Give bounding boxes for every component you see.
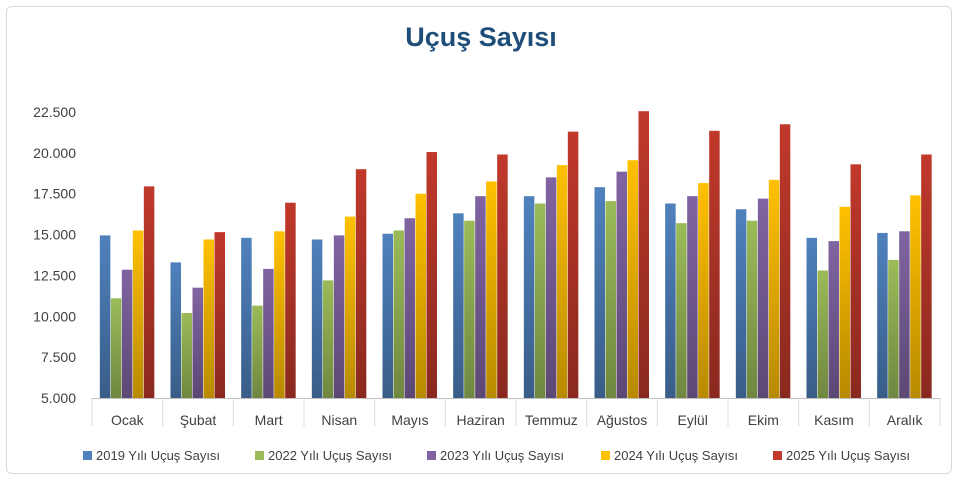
bar-şubat-2 bbox=[192, 287, 203, 398]
x-tick-label: Temmuz bbox=[525, 412, 578, 428]
bar-ocak-0 bbox=[99, 235, 111, 398]
bar-ağustos-1 bbox=[605, 201, 616, 398]
bar-nisan-2 bbox=[333, 235, 345, 398]
bars bbox=[99, 111, 932, 398]
bar-aralık-4 bbox=[921, 154, 932, 398]
bar-nisan-0 bbox=[311, 239, 323, 398]
legend-label: 2022 Yılı Uçuş Sayısı bbox=[268, 448, 392, 463]
x-tick-label: Kasım bbox=[814, 412, 854, 428]
y-tick-label: 5.000 bbox=[41, 390, 76, 406]
bar-mart-2 bbox=[263, 268, 274, 398]
bar-ekim-3 bbox=[768, 179, 780, 398]
bar-mayıs-1 bbox=[393, 230, 404, 398]
bar-temmuz-1 bbox=[534, 203, 546, 398]
bar-eylül-0 bbox=[665, 203, 676, 398]
bar-ağustos-3 bbox=[627, 160, 638, 398]
chart-title: Uçuş Sayısı bbox=[405, 22, 557, 52]
x-tick-label: Nisan bbox=[321, 412, 357, 428]
y-tick-label: 7.500 bbox=[41, 349, 76, 365]
y-axis: 5.000 7.500 10.000 12.500 15.000 17.500 20.000… bbox=[33, 104, 76, 406]
x-axis: Ocak Şubat Mart Nisan Mayıs Haziran Temmuz Ağus… bbox=[91, 398, 941, 428]
bar-ağustos-4 bbox=[638, 111, 649, 398]
legend: 2019 Yılı Uçuş Sayısı 2022 Yılı Uçuş Sayı… bbox=[83, 448, 910, 463]
chart-frame bbox=[6, 6, 952, 474]
bar-mart-4 bbox=[285, 202, 296, 398]
y-tick-label: 17.500 bbox=[33, 186, 76, 202]
x-tick-label: Mart bbox=[255, 412, 283, 428]
bar-şubat-4 bbox=[214, 232, 225, 398]
bar-ocak-4 bbox=[143, 186, 155, 398]
bar-kasım-4 bbox=[850, 164, 861, 398]
bar-ekim-4 bbox=[779, 124, 791, 398]
x-tick-label: Haziran bbox=[457, 412, 505, 428]
bar-nisan-1 bbox=[322, 280, 334, 398]
bar-haziran-2 bbox=[475, 196, 486, 398]
legend-swatch bbox=[601, 451, 610, 460]
legend-swatch bbox=[773, 451, 782, 460]
bar-haziran-0 bbox=[453, 213, 464, 398]
bar-ekim-0 bbox=[735, 209, 747, 398]
bar-kasım-0 bbox=[806, 237, 817, 398]
bar-şubat-1 bbox=[181, 313, 192, 398]
bar-eylül-3 bbox=[698, 183, 709, 398]
bar-haziran-3 bbox=[486, 181, 497, 398]
bar-temmuz-0 bbox=[523, 196, 535, 398]
bar-mart-0 bbox=[241, 237, 252, 398]
bar-nisan-4 bbox=[355, 169, 367, 398]
bar-mayıs-0 bbox=[382, 233, 393, 398]
bar-mayıs-3 bbox=[415, 193, 426, 398]
legend-label: 2025 Yılı Uçuş Sayısı bbox=[786, 448, 910, 463]
bar-ekim-1 bbox=[746, 220, 758, 398]
bar-haziran-4 bbox=[497, 154, 508, 398]
bar-aralık-0 bbox=[877, 232, 888, 398]
y-tick-label: 12.500 bbox=[33, 267, 76, 283]
x-tick-label: Ekim bbox=[748, 412, 779, 428]
legend-label: 2019 Yılı Uçuş Sayısı bbox=[96, 448, 220, 463]
x-tick-label: Eylül bbox=[677, 412, 707, 428]
bar-kasım-2 bbox=[828, 241, 839, 398]
bar-mayıs-2 bbox=[404, 218, 415, 398]
legend-swatch bbox=[427, 451, 436, 460]
bar-aralık-2 bbox=[899, 231, 910, 398]
bar-eylül-2 bbox=[687, 196, 698, 398]
x-tick-label: Ağustos bbox=[597, 412, 648, 428]
legend-label: 2023 Yılı Uçuş Sayısı bbox=[440, 448, 564, 463]
y-tick-label: 15.000 bbox=[33, 227, 76, 243]
x-tick-label: Aralık bbox=[887, 412, 924, 428]
bar-mart-1 bbox=[252, 305, 263, 398]
bar-ağustos-2 bbox=[616, 171, 627, 398]
bar-aralık-3 bbox=[910, 195, 921, 398]
bar-kasım-3 bbox=[839, 206, 850, 398]
bar-şubat-3 bbox=[203, 239, 214, 398]
x-tick-label: Şubat bbox=[180, 412, 217, 428]
legend-label: 2024 Yılı Uçuş Sayısı bbox=[614, 448, 738, 463]
x-tick-label: Ocak bbox=[111, 412, 145, 428]
bar-aralık-1 bbox=[888, 259, 899, 398]
bar-temmuz-4 bbox=[567, 131, 579, 398]
bar-mayıs-4 bbox=[426, 152, 437, 398]
x-tick-label: Mayıs bbox=[391, 412, 428, 428]
bar-temmuz-2 bbox=[545, 177, 557, 398]
legend-swatch bbox=[83, 451, 92, 460]
bar-eylül-1 bbox=[676, 223, 687, 398]
bar-nisan-3 bbox=[344, 216, 356, 398]
bar-eylül-4 bbox=[709, 130, 720, 398]
bar-ocak-2 bbox=[121, 269, 133, 398]
bar-ağustos-0 bbox=[594, 187, 605, 398]
bar-şubat-0 bbox=[170, 262, 181, 398]
bar-temmuz-3 bbox=[556, 165, 568, 398]
bar-haziran-1 bbox=[464, 220, 475, 398]
y-tick-label: 20.000 bbox=[33, 145, 76, 161]
legend-swatch bbox=[255, 451, 264, 460]
bar-ocak-3 bbox=[132, 230, 144, 398]
bar-ocak-1 bbox=[110, 298, 122, 398]
y-tick-label: 22.500 bbox=[33, 104, 76, 120]
bar-mart-3 bbox=[274, 231, 285, 398]
bar-ekim-2 bbox=[757, 198, 769, 398]
bar-kasım-1 bbox=[817, 270, 828, 398]
y-tick-label: 10.000 bbox=[33, 308, 76, 324]
